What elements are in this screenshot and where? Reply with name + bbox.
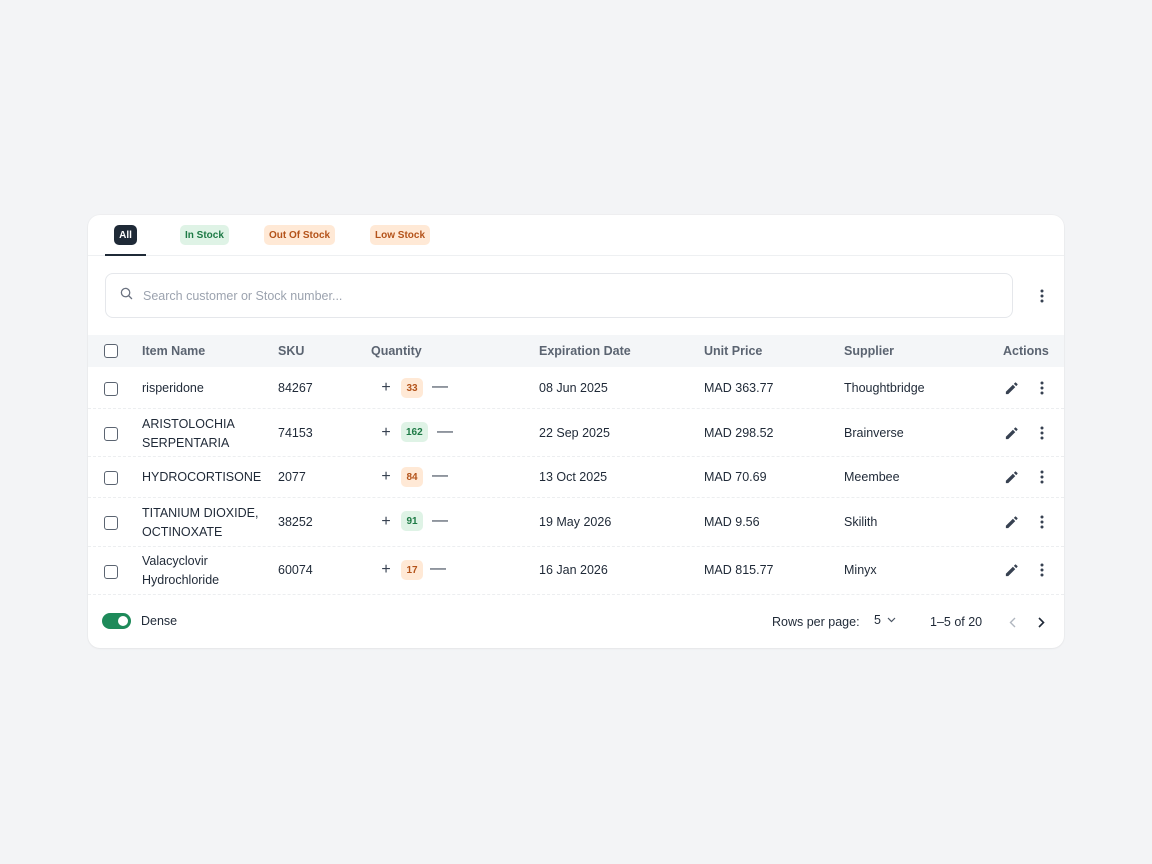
header-quantity[interactable]: Quantity [371,344,422,358]
item-name: ARISTOLOCHIA SERPENTARIA [142,417,235,450]
dense-toggle[interactable] [102,613,131,629]
chevron-down-icon [887,617,896,623]
decrease-quantity-button[interactable]: — [437,423,453,440]
row-more-icon[interactable] [1032,423,1052,443]
supplier: Thoughtbridge [844,381,925,395]
supplier: Skilith [844,515,878,529]
unit-price: MAD 70.69 [704,470,767,484]
sku: 2077 [278,470,306,484]
rows-per-page-label: Rows per page: [772,615,860,629]
increase-quantity-button[interactable]: + [381,424,391,441]
quantity-badge: 84 [401,467,423,487]
search-icon [106,287,133,305]
edit-pencil-icon[interactable] [1002,468,1020,486]
tab-in-stock[interactable]: In Stock [180,225,229,245]
decrease-quantity-button[interactable]: — [432,378,448,395]
increase-quantity-button[interactable]: + [381,468,391,485]
supplier: Brainverse [844,426,904,440]
item-name: TITANIUM DIOXIDE, OCTINOXATE [142,506,259,539]
item-name: HYDROCORTISONE [142,470,262,484]
row-more-icon[interactable] [1032,512,1052,532]
search-input[interactable] [141,287,945,304]
row-checkbox[interactable] [104,382,118,396]
table-row: Valacyclovir Hydrochloride 60074 + 17 — 1… [88,547,1064,595]
header-supplier[interactable]: Supplier [844,344,895,358]
quantity-badge: 162 [401,422,428,442]
sku: 84267 [278,381,313,395]
table-header: Item Name SKU Quantity Expiration Date U… [88,335,1064,367]
quantity-badge: 33 [401,378,423,398]
table-row: risperidone 84267 + 33 — 08 Jun 2025 MAD… [88,367,1064,409]
item-name: Valacyclovir Hydrochloride [142,554,220,587]
header-item-name[interactable]: Item Name [142,344,206,358]
table-footer: Dense Rows per page: 5 1–5 of 20 [88,595,1064,648]
unit-price: MAD 298.52 [704,426,774,440]
quantity-badge: 91 [401,511,423,531]
supplier: Minyx [844,563,877,577]
increase-quantity-button[interactable]: + [381,513,391,530]
sku: 60074 [278,563,313,577]
chevron-right-icon[interactable] [1034,615,1048,629]
header-actions: Actions [1003,344,1049,358]
decrease-quantity-button[interactable]: — [432,467,448,484]
active-tab-indicator [105,254,146,256]
increase-quantity-button[interactable]: + [381,379,391,396]
tab-all[interactable]: All [114,225,137,245]
unit-price: MAD 363.77 [704,381,774,395]
row-more-icon[interactable] [1032,560,1052,580]
unit-price: MAD 9.56 [704,515,760,529]
chevron-left-icon[interactable] [1005,615,1019,629]
edit-pencil-icon[interactable] [1002,561,1020,579]
row-more-icon[interactable] [1032,467,1052,487]
expiration-date: 08 Jun 2025 [539,381,608,395]
row-checkbox[interactable] [104,516,118,530]
more-options-icon[interactable] [1032,286,1052,306]
header-expiration-date[interactable]: Expiration Date [539,344,631,358]
expiration-date: 16 Jan 2026 [539,563,608,577]
expiration-date: 19 May 2026 [539,515,612,529]
rows-per-page-select[interactable]: 5 [874,613,896,627]
header-sku[interactable]: SKU [278,344,305,358]
table-row: TITANIUM DIOXIDE, OCTINOXATE 38252 + 91 —… [88,498,1064,547]
item-name: risperidone [142,381,204,395]
unit-price: MAD 815.77 [704,563,774,577]
inventory-card: All In Stock Out Of Stock Low Stock Item… [88,215,1064,648]
decrease-quantity-button[interactable]: — [430,560,446,577]
row-checkbox[interactable] [104,565,118,579]
increase-quantity-button[interactable]: + [381,561,391,578]
rows-per-page-value: 5 [874,613,881,627]
table-row: ARISTOLOCHIA SERPENTARIA 74153 + 162 — 22… [88,409,1064,457]
toggle-knob [118,616,128,626]
edit-pencil-icon[interactable] [1002,424,1020,442]
expiration-date: 13 Oct 2025 [539,470,608,484]
select-all-checkbox[interactable] [104,344,118,358]
decrease-quantity-button[interactable]: — [432,512,448,529]
supplier: Meembee [844,470,900,484]
sku: 38252 [278,515,313,529]
table-row: HYDROCORTISONE 2077 + 84 — 13 Oct 2025 M… [88,457,1064,498]
edit-pencil-icon[interactable] [1002,513,1020,531]
row-checkbox[interactable] [104,427,118,441]
row-checkbox[interactable] [104,471,118,485]
quantity-badge: 17 [401,560,423,580]
expiration-date: 22 Sep 2025 [539,426,610,440]
tab-low-stock[interactable]: Low Stock [370,225,431,245]
header-unit-price[interactable]: Unit Price [704,344,763,358]
pagination-range: 1–5 of 20 [930,615,983,629]
row-more-icon[interactable] [1032,378,1052,398]
search-box [105,273,1013,318]
edit-pencil-icon[interactable] [1002,379,1020,397]
dense-label: Dense [141,614,178,628]
sku: 74153 [278,426,313,440]
status-tabs: All In Stock Out Of Stock Low Stock [88,215,1064,256]
tab-out-of-stock[interactable]: Out Of Stock [264,225,336,245]
